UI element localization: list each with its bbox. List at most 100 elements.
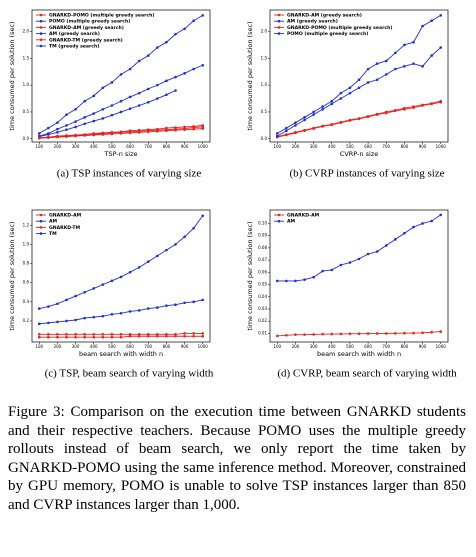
- data-point: [294, 333, 297, 336]
- x-tick-label: 700: [144, 344, 152, 349]
- data-point: [339, 121, 343, 124]
- data-point: [83, 116, 86, 119]
- x-tick-label: 600: [126, 144, 134, 149]
- x-tick-label: 500: [346, 344, 354, 349]
- data-point: [83, 316, 86, 320]
- data-point: [174, 243, 177, 246]
- y-tick-label: 0.04: [258, 294, 267, 299]
- data-point: [37, 132, 41, 135]
- x-tick-label: 900: [419, 344, 427, 349]
- data-point: [294, 131, 297, 135]
- x-tick-label: 1000: [436, 344, 447, 349]
- data-point: [321, 125, 324, 128]
- x-tick-label: 100: [35, 144, 43, 149]
- x-tick-label: 300: [72, 344, 80, 349]
- data-point: [183, 127, 186, 130]
- y-tick-label: 0.02: [258, 318, 267, 323]
- data-point: [110, 312, 114, 316]
- x-tick-label: 1000: [198, 144, 209, 149]
- data-point: [412, 40, 415, 44]
- plot-frame: [31, 9, 211, 143]
- data-point: [312, 110, 315, 114]
- data-point: [357, 86, 361, 90]
- data-point: [303, 116, 306, 119]
- data-point: [65, 319, 68, 323]
- data-point: [165, 333, 168, 336]
- data-point: [156, 128, 159, 132]
- data-point: [439, 46, 443, 49]
- data-point: [92, 112, 96, 115]
- y-tick-label: 0.0: [23, 136, 30, 141]
- data-point: [275, 132, 279, 135]
- data-point: [128, 270, 132, 274]
- data-point: [83, 335, 86, 339]
- data-point: [110, 279, 114, 283]
- data-point: [303, 118, 306, 122]
- x-tick-label: 500: [108, 344, 116, 349]
- data-point: [37, 136, 41, 140]
- data-point: [92, 119, 96, 123]
- data-point: [421, 331, 424, 335]
- subcaption: (d) CVRP, beam search of varying width: [277, 368, 457, 380]
- data-point: [137, 309, 141, 312]
- data-point: [174, 89, 177, 92]
- data-point: [56, 127, 59, 131]
- y-tick-label: 0.01: [258, 330, 267, 335]
- data-point: [430, 19, 433, 23]
- y-axis-label: time consumed per solution (sec): [8, 21, 16, 130]
- data-point: [146, 333, 150, 336]
- data-point: [56, 302, 59, 306]
- x-tick-label: 100: [35, 344, 43, 349]
- legend-label: TM: [49, 231, 57, 237]
- data-point: [101, 314, 105, 318]
- data-point: [312, 113, 315, 116]
- legend-marker: [277, 13, 281, 17]
- data-point: [65, 335, 68, 339]
- data-point: [357, 117, 361, 121]
- data-point: [128, 95, 132, 99]
- x-tick-label: 300: [310, 344, 318, 349]
- data-point: [375, 113, 379, 116]
- legend-label: TM (greedy search): [49, 44, 99, 50]
- data-point: [330, 123, 334, 127]
- data-point: [394, 332, 397, 335]
- data-point: [165, 79, 168, 83]
- data-point: [192, 334, 195, 338]
- data-point: [101, 86, 105, 90]
- y-tick-label: 0.03: [258, 306, 267, 311]
- data-point: [412, 62, 415, 65]
- data-point: [384, 332, 388, 335]
- data-point: [146, 87, 150, 91]
- plot-frame: [31, 209, 211, 343]
- data-point: [192, 126, 195, 129]
- data-point: [294, 124, 297, 127]
- x-tick-label: 400: [328, 344, 336, 349]
- y-axis-label: time consumed per solution (sec): [8, 221, 16, 330]
- legend-marker: [39, 32, 43, 35]
- data-point: [348, 332, 352, 336]
- legend-label: POMO (multiple greedy search): [287, 31, 368, 37]
- data-point: [403, 65, 406, 68]
- data-point: [285, 279, 288, 283]
- series-line: [277, 214, 441, 282]
- data-point: [430, 102, 433, 106]
- data-point: [156, 333, 159, 336]
- data-point: [183, 235, 186, 239]
- data-point: [412, 225, 415, 229]
- legend-label: GNARKD-TM: [49, 225, 81, 231]
- data-point: [47, 333, 50, 336]
- data-point: [201, 332, 205, 335]
- data-point: [37, 333, 41, 336]
- data-point: [421, 65, 424, 68]
- data-point: [146, 54, 150, 57]
- data-point: [74, 107, 77, 111]
- legend-marker: [39, 38, 43, 42]
- y-axis-label: time consumed per solution (sec): [246, 21, 254, 130]
- data-point: [321, 332, 324, 336]
- y-tick-label: 1.5: [261, 55, 268, 60]
- y-tick-label: 1.2: [23, 222, 30, 227]
- x-tick-label: 1000: [198, 344, 209, 349]
- data-point: [174, 32, 177, 36]
- series-line: [39, 299, 203, 325]
- data-point: [339, 91, 343, 95]
